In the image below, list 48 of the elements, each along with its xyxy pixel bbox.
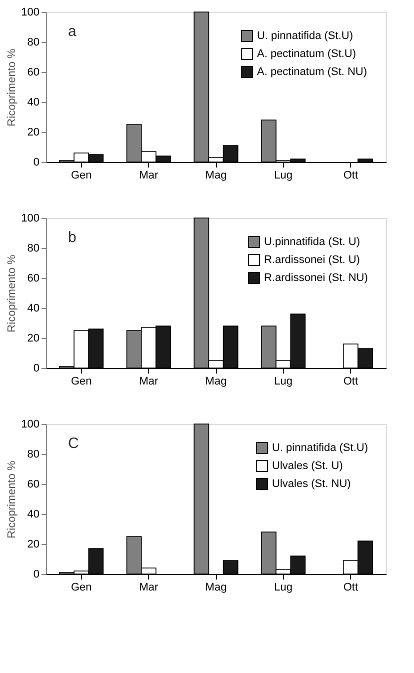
legend-label: A. pectinatum (St. NU) — [257, 66, 368, 78]
x-tick-label: Gen — [70, 582, 92, 594]
x-tick-label: Mag — [205, 582, 227, 594]
legend-label: R.ardissonei (St. NU) — [264, 272, 368, 284]
y-tick-label: 20 — [27, 126, 40, 138]
x-tick-label: Lug — [274, 170, 293, 182]
y-tick-label: 20 — [27, 538, 40, 550]
y-tick-label: 0 — [33, 568, 40, 580]
y-tick-label: 60 — [27, 272, 40, 284]
y-tick-label: 100 — [21, 6, 40, 18]
y-axis-title: Ricoprimento % — [6, 460, 18, 538]
y-tick-label: 80 — [27, 242, 40, 254]
legend-label: U. pinnatifida (St.U) — [272, 442, 368, 454]
legend-label: U. pinnatifida (St.U) — [257, 30, 353, 42]
annotation: C — [68, 435, 79, 452]
y-tick-label: 40 — [27, 302, 40, 314]
x-tick-label: Ott — [343, 582, 358, 594]
y-tick-label: 60 — [27, 478, 40, 490]
y-axis-title: Ricoprimento % — [6, 254, 18, 332]
y-tick-label: 20 — [27, 332, 40, 344]
legend-label: Ulvales (St. NU) — [272, 478, 351, 490]
x-tick-label: Ott — [343, 170, 358, 182]
annotation: a — [68, 23, 77, 40]
y-tick-label: 0 — [33, 156, 40, 168]
x-tick-label: Mar — [139, 170, 158, 182]
y-tick-label: 80 — [27, 36, 40, 48]
y-tick-label: 80 — [27, 448, 40, 460]
legend-label: U.pinnatifida (St. U) — [264, 236, 360, 248]
y-tick-label: 100 — [21, 212, 40, 224]
y-tick-label: 40 — [27, 96, 40, 108]
y-tick-label: 0 — [33, 362, 40, 374]
annotation: b — [68, 229, 76, 246]
legend-label: Ulvales (St. U) — [272, 460, 343, 472]
x-tick-label: Lug — [274, 376, 293, 388]
x-tick-label: Gen — [70, 170, 92, 182]
x-tick-label: Ott — [343, 376, 358, 388]
x-tick-label: Mag — [205, 170, 227, 182]
x-tick-label: Mar — [139, 376, 158, 388]
y-axis-title: Ricoprimento % — [6, 48, 18, 126]
y-tick-label: 40 — [27, 508, 40, 520]
x-tick-label: Mag — [205, 376, 227, 388]
y-tick-label: 60 — [27, 66, 40, 78]
legend-label: A. pectinatum (St.U) — [257, 48, 356, 60]
x-tick-label: Mar — [139, 582, 158, 594]
x-tick-label: Gen — [70, 376, 92, 388]
x-tick-label: Lug — [274, 582, 293, 594]
y-tick-label: 100 — [21, 418, 40, 430]
legend-label: R.ardissonei (St. U) — [264, 254, 360, 266]
